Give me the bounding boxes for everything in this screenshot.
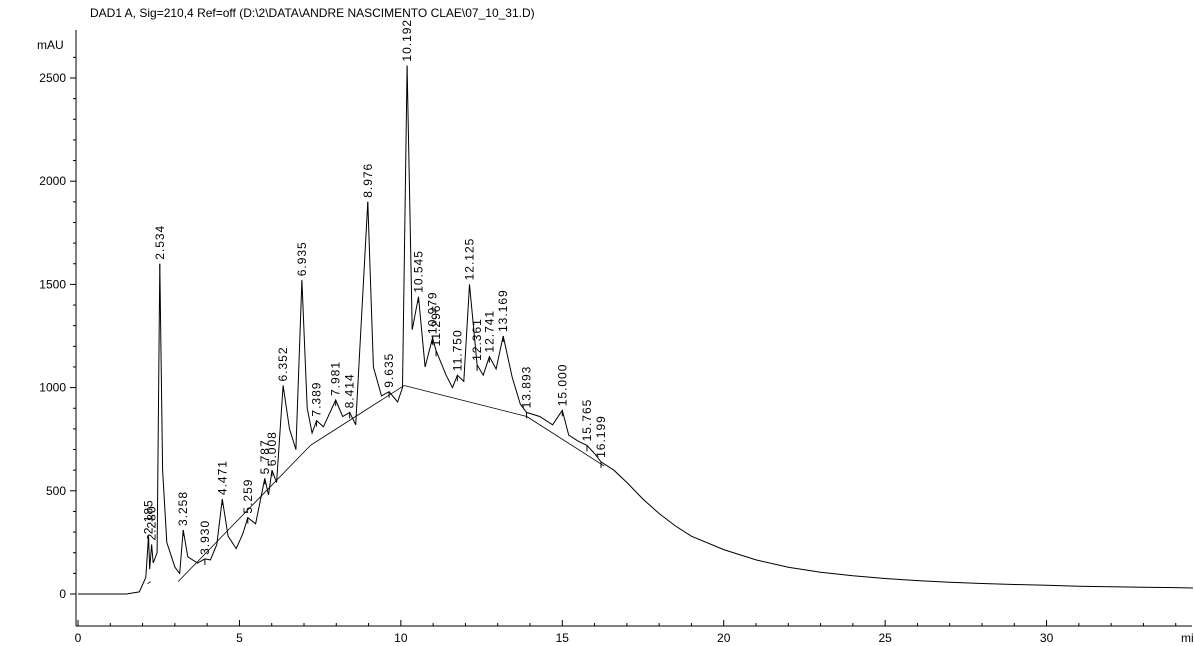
y-tick-label: 2000 [39, 174, 66, 188]
x-tick-label: 20 [717, 631, 731, 645]
peak-label: 2.534 [153, 225, 167, 260]
peak-label: 13.893 [520, 366, 534, 409]
peak-label: 6.352 [276, 346, 290, 381]
y-tick-label: 500 [46, 484, 66, 498]
chart-title: DAD1 A, Sig=210,4 Ref=off (D:\2\DATA\AND… [90, 6, 535, 20]
baseline-segment [310, 385, 405, 446]
x-axis-label: mi [1181, 631, 1194, 645]
peak-label: 15.765 [580, 399, 594, 442]
y-tick-label: 1000 [39, 381, 66, 395]
peak-label: 10.979 [426, 291, 440, 334]
x-tick-label: 5 [236, 631, 243, 645]
peak-label: 6.935 [295, 241, 309, 276]
chromatogram-trace [78, 65, 1194, 595]
peak-label: 2.280 [145, 505, 159, 540]
baseline-segment [177, 445, 311, 582]
y-axis-label: mAU [37, 38, 64, 52]
peak-label: 8.976 [361, 163, 375, 198]
baseline-segment [147, 581, 151, 585]
peak-label: 7.981 [329, 361, 343, 396]
peak-markers [148, 65, 602, 565]
x-tick-label: 15 [556, 631, 570, 645]
x-tick-label: 10 [394, 631, 408, 645]
baseline-segment [403, 385, 527, 417]
peak-label: 10.192 [400, 19, 414, 62]
peak-label: 7.389 [310, 382, 324, 417]
integration-baselines [147, 385, 605, 585]
peak-label: 15.000 [555, 364, 569, 407]
peak-label: 8.414 [343, 373, 357, 408]
peak-label: 11.296 [429, 305, 443, 347]
peak-label: 6.008 [265, 431, 279, 466]
y-tick-label: 1500 [39, 277, 66, 291]
peak-label: 9.635 [382, 353, 396, 388]
peak-label: 12.125 [463, 238, 477, 281]
x-tick-label: 30 [1040, 631, 1054, 645]
y-axis-ticks: 0 500 1000 1500 2000 2500 [39, 56, 76, 601]
peak-label: 12.361 [470, 318, 484, 361]
peak-label: 4.471 [215, 460, 229, 495]
peak-label: 3.258 [176, 491, 190, 526]
peak-label: 12.741 [482, 310, 496, 353]
peak-label: 5.259 [241, 479, 255, 514]
peak-label: 2.185 [142, 499, 156, 534]
baseline-segment [526, 416, 605, 467]
peak-label: 5.787 [258, 439, 272, 474]
y-tick-label: 2500 [39, 71, 66, 85]
peak-label: 11.750 [450, 329, 464, 371]
x-tick-label: 25 [878, 631, 892, 645]
axes [75, 30, 1192, 627]
x-tick-label: 0 [75, 631, 82, 645]
peak-label: 3.930 [198, 520, 212, 555]
peak-label: 10.545 [412, 250, 426, 293]
y-tick-label: 0 [59, 587, 66, 601]
x-axis-ticks: 0 5 10 15 20 25 30 [75, 620, 1177, 645]
peak-label: 13.169 [496, 289, 510, 332]
peak-label: 16.199 [594, 415, 608, 458]
